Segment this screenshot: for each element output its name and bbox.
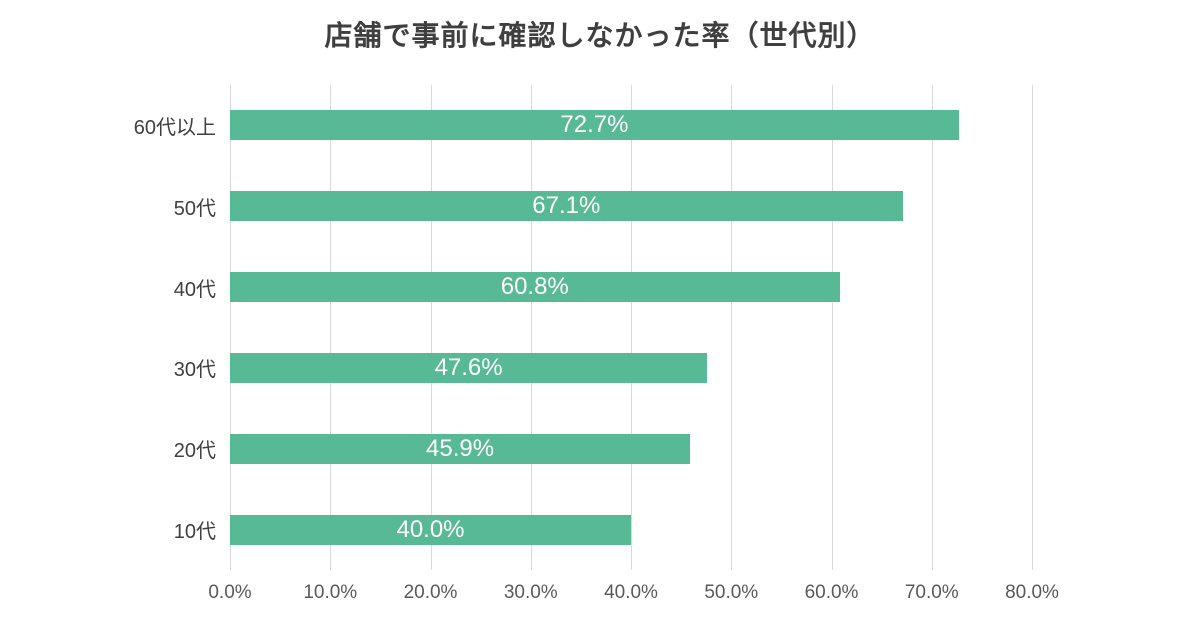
chart-title: 店舗で事前に確認しなかった率（世代別） bbox=[324, 20, 876, 51]
gridline bbox=[731, 85, 733, 570]
category-label: 40代 bbox=[173, 278, 216, 301]
x-tick-label: 80.0% bbox=[1005, 582, 1059, 603]
bar: 40.0% bbox=[230, 514, 631, 545]
x-tick-label: 60.0% bbox=[804, 582, 859, 603]
bar: 67.1% bbox=[230, 191, 903, 222]
category-label: 30代 bbox=[173, 359, 216, 382]
bar-value-label: 45.9% bbox=[426, 434, 495, 462]
bar-value-label: 67.1% bbox=[532, 192, 601, 220]
x-tick-label: 50.0% bbox=[704, 582, 759, 603]
gridline bbox=[530, 85, 532, 570]
category-label: 60代以上 bbox=[133, 116, 216, 139]
bar: 47.6% bbox=[230, 352, 708, 383]
gridline bbox=[330, 85, 332, 570]
x-tick-label: 70.0% bbox=[904, 582, 959, 603]
category-label: 20代 bbox=[173, 440, 216, 463]
x-tick-label: 0.0% bbox=[208, 582, 252, 603]
gridline bbox=[430, 85, 432, 570]
y-axis-labels: 60代以上 50代 40代 30代 20代 10代 bbox=[0, 85, 216, 570]
bar: 60.8% bbox=[230, 272, 840, 303]
category-label: 50代 bbox=[173, 197, 216, 220]
x-tick-label: 20.0% bbox=[403, 582, 458, 603]
gridline bbox=[631, 85, 632, 570]
x-tick-label: 30.0% bbox=[503, 582, 558, 603]
category-label: 10代 bbox=[173, 521, 216, 544]
x-axis: 0.0% 10.0% 20.0% 30.0% 40.0% 50.0% 60.0% 70.0% 8… bbox=[208, 582, 1059, 610]
bar-value-label: 72.7% bbox=[560, 111, 629, 139]
bar-value-label: 47.6% bbox=[434, 353, 503, 381]
gridline bbox=[831, 85, 833, 570]
gridline bbox=[1032, 85, 1033, 570]
bar-value-label: 60.8% bbox=[500, 273, 569, 301]
bar-value-label: 40.0% bbox=[396, 515, 465, 543]
gridline bbox=[230, 85, 231, 570]
bar: 45.9% bbox=[230, 433, 691, 464]
plot-area: 72.7% 67.1% 60.8% 47.6% 45.9% 40.0% bbox=[230, 85, 1033, 570]
x-tick-label: 10.0% bbox=[303, 582, 358, 603]
x-tick-label: 40.0% bbox=[604, 582, 658, 603]
gridline bbox=[931, 85, 933, 570]
bar: 72.7% bbox=[230, 110, 959, 141]
